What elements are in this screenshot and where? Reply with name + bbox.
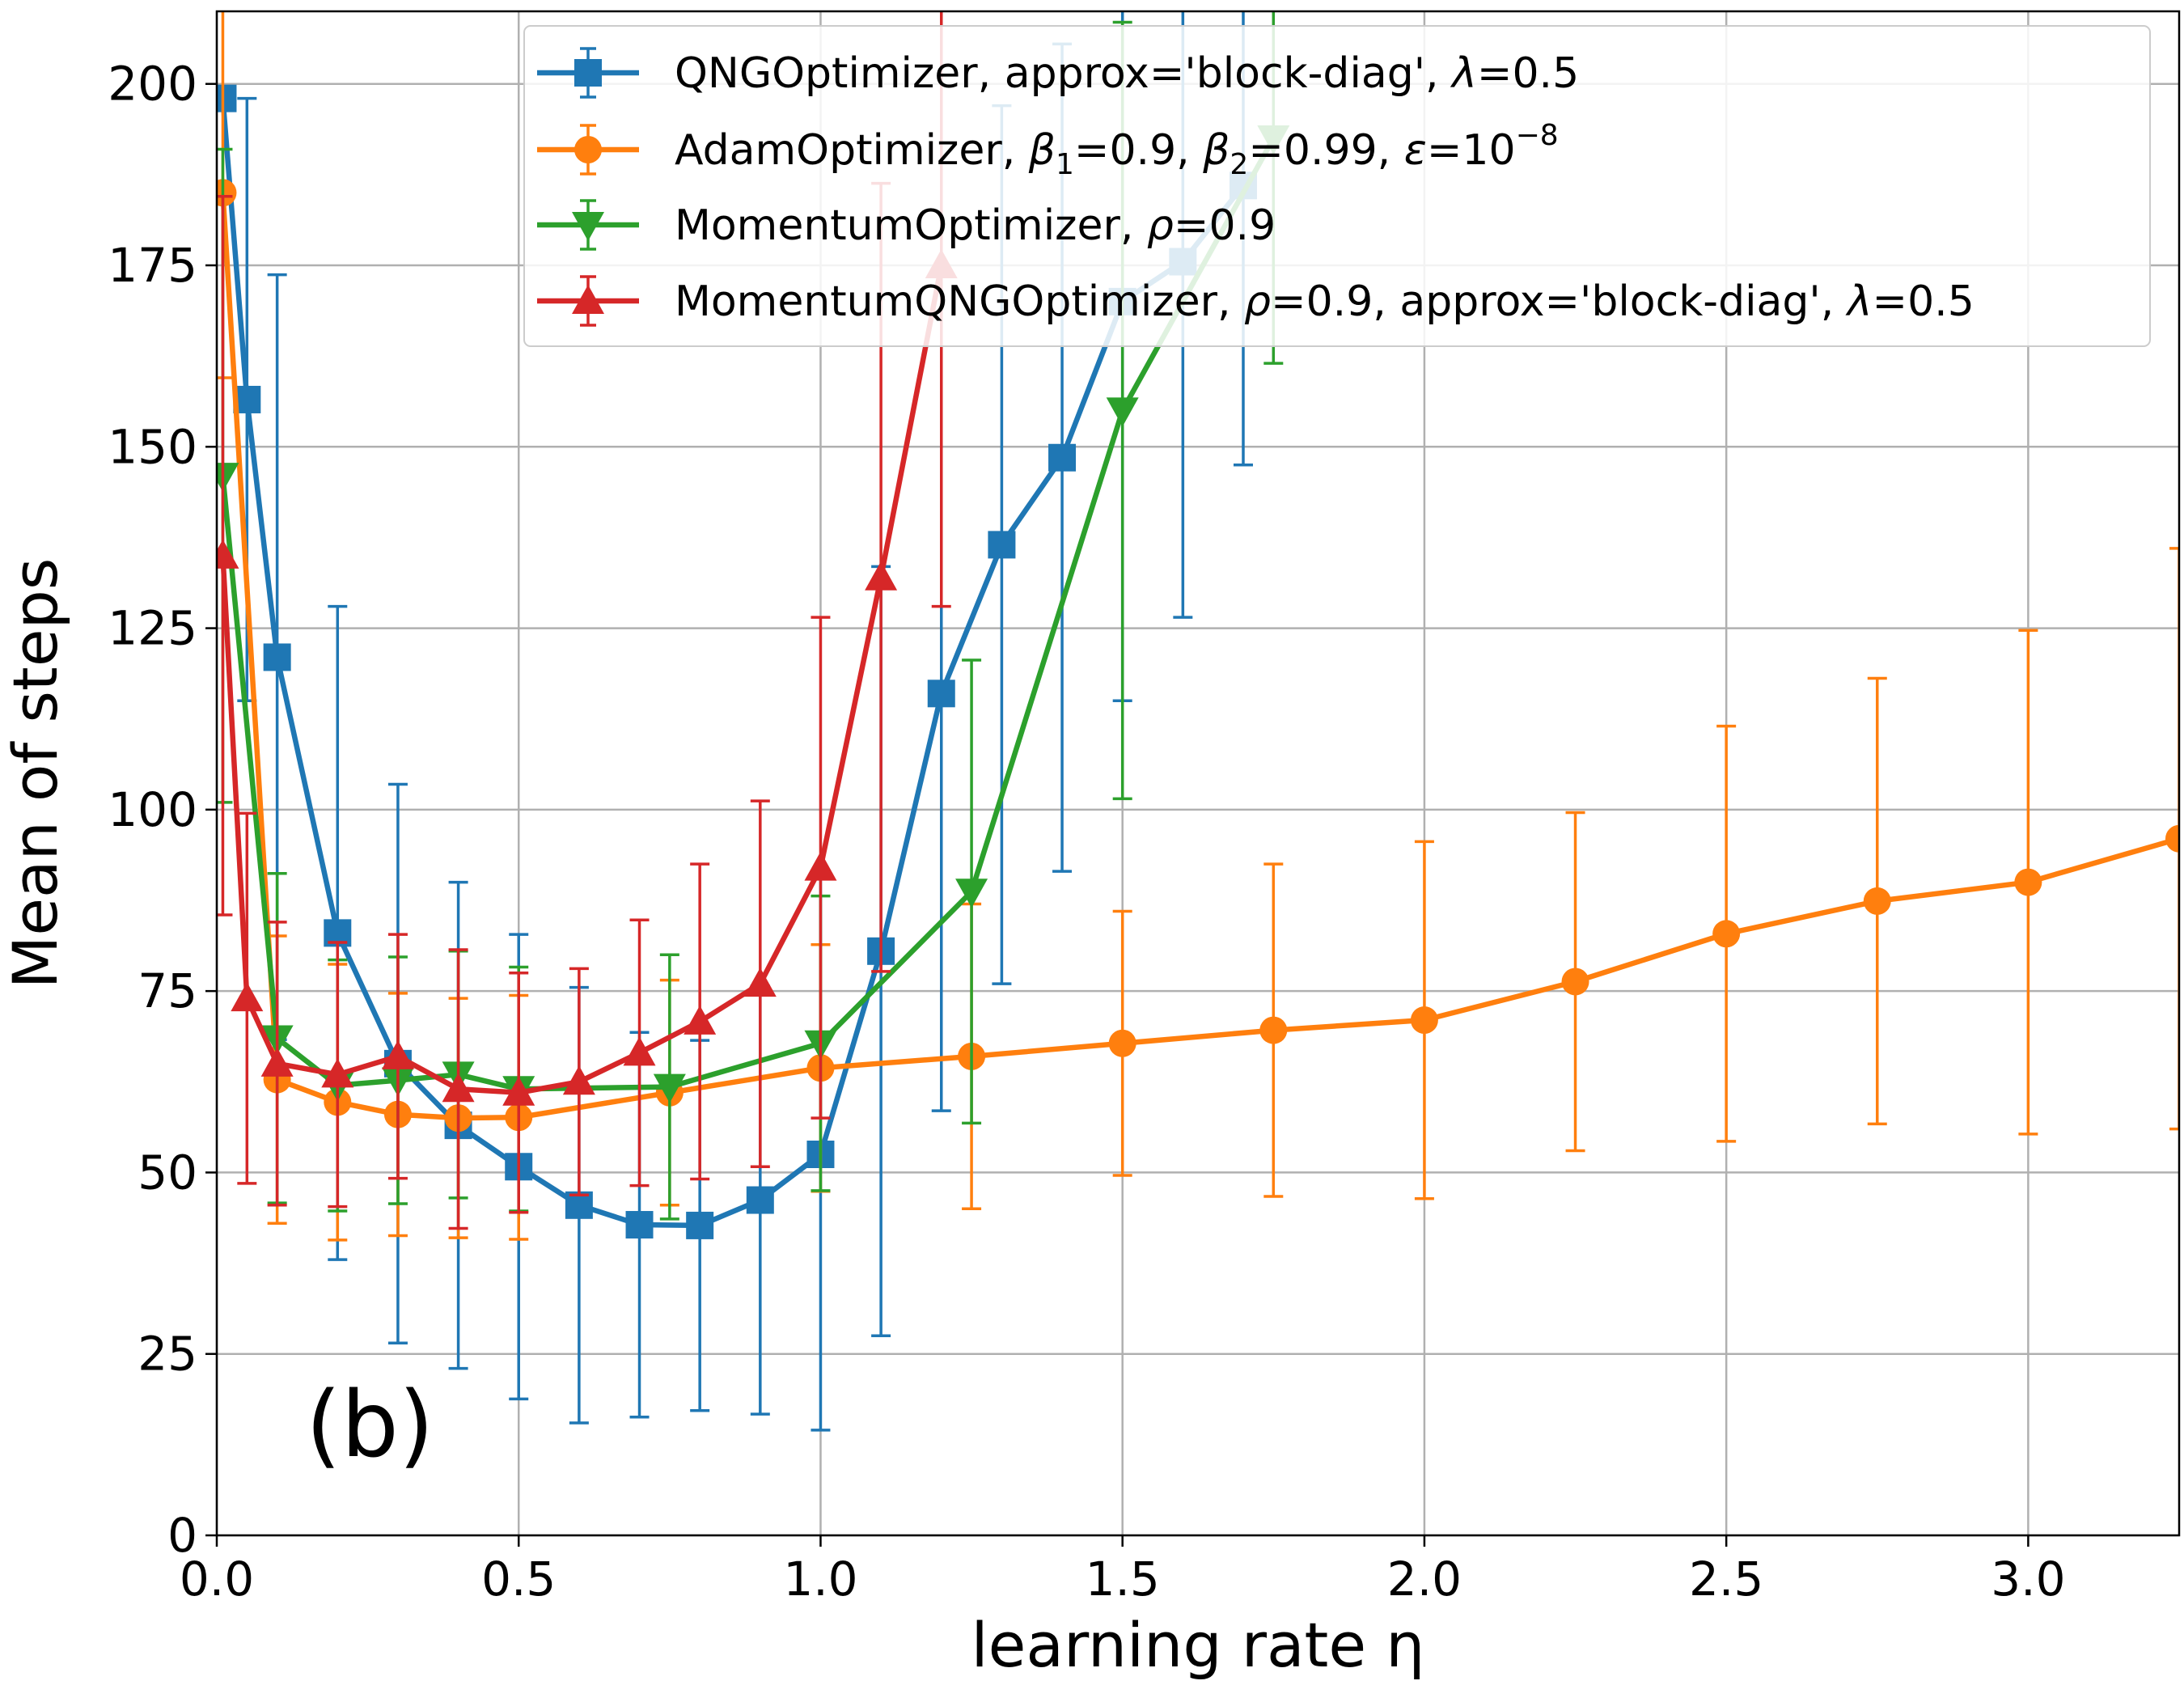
data-point (684, 1005, 717, 1035)
legend-marker (572, 212, 604, 241)
y-tick-label: 25 (138, 1327, 197, 1382)
legend-marker (574, 136, 602, 163)
axis-ticks: 0.0 0.5 1.0 1.5 2.0 2.5 3.0 0 25 50 75 100 125 150 175… (108, 57, 2065, 1607)
x-tick-label: 3.0 (1991, 1552, 2065, 1607)
legend-marker-momentum (537, 199, 639, 251)
data-point (804, 851, 837, 881)
panel-label: (b) (306, 1373, 434, 1478)
legend-item-momentum: MomentumOptimizer, ρ=0.9 (537, 199, 1276, 251)
y-tick-label: 75 (138, 963, 197, 1018)
y-tick-label: 175 (108, 238, 197, 293)
data-point (686, 1211, 714, 1239)
data-point (217, 539, 239, 569)
x-tick-label: 0.0 (180, 1552, 254, 1607)
legend-item-qng: QNGOptimizer, approx='block-diag', λ=0.5 (537, 47, 1579, 99)
data-point (2014, 868, 2042, 896)
data-point (217, 84, 237, 112)
data-point (1108, 1029, 1136, 1057)
legend-label-momentum: MomentumOptimizer, ρ=0.9 (675, 201, 1276, 250)
data-point (623, 1036, 656, 1066)
legend-marker-qng (537, 47, 639, 99)
data-point (746, 1186, 774, 1214)
legend-marker (572, 285, 604, 314)
legend-marker-momentum-qng (537, 275, 639, 327)
y-tick-label: 100 (108, 782, 197, 837)
data-point (743, 967, 777, 997)
legend-marker-adam (537, 124, 639, 176)
data-point (1106, 397, 1139, 427)
data-point (653, 1073, 686, 1103)
data-point (1561, 967, 1589, 996)
legend-item-momentum-qng: MomentumQNGOptimizer, ρ=0.9, approx='blo… (537, 275, 1974, 327)
data-point (1259, 1016, 1288, 1044)
data-point (927, 680, 955, 708)
data-point (1712, 920, 1741, 948)
legend-marker (574, 59, 602, 87)
legend-item-adam: AdamOptimizer, β1=0.9, β2=0.99, ε=10−8 (537, 119, 1559, 181)
x-axis-title: learning rate η (971, 1609, 1425, 1681)
data-point (1863, 887, 1891, 915)
y-tick-label: 125 (108, 601, 197, 656)
data-point (381, 1039, 414, 1069)
data-point (625, 1211, 654, 1239)
legend-label-qng: QNGOptimizer, approx='block-diag', λ=0.5 (675, 49, 1579, 98)
data-point (1048, 443, 1077, 472)
y-axis-title: Mean of steps (0, 558, 71, 989)
data-point (955, 879, 988, 908)
series-line-momentum-qng (220, 265, 944, 1095)
data-point (988, 531, 1016, 559)
data-point (260, 1047, 294, 1077)
x-tick-label: 1.5 (1086, 1552, 1160, 1607)
plot-frame (215, 10, 2181, 1537)
data-point (2165, 824, 2179, 853)
data-point (562, 1065, 595, 1095)
data-point (263, 643, 291, 671)
legend-box (523, 25, 2151, 347)
y-tick-label: 50 (138, 1145, 197, 1200)
data-point (321, 1058, 354, 1088)
legend: QNGOptimizer, approx='block-diag', λ=0.5… (523, 25, 2151, 347)
y-tick-label: 200 (108, 57, 197, 112)
markers-momentum-qng (217, 249, 958, 1106)
y-tick-label: 0 (167, 1508, 197, 1563)
data-point (502, 1076, 535, 1106)
y-tick-label: 150 (108, 419, 197, 474)
x-tick-label: 0.5 (481, 1552, 556, 1607)
legend-label-momentum-qng: MomentumQNGOptimizer, ρ=0.9, approx='blo… (675, 277, 1974, 326)
x-tick-label: 2.5 (1689, 1552, 1763, 1607)
x-tick-label: 2.0 (1387, 1552, 1462, 1607)
x-tick-label: 1.0 (783, 1552, 857, 1607)
data-point (231, 982, 264, 1012)
legend-label-adam: AdamOptimizer, β1=0.9, β2=0.99, ε=10−8 (675, 119, 1559, 181)
data-point (442, 1073, 475, 1103)
data-point (865, 561, 898, 591)
data-point (1410, 1006, 1438, 1035)
